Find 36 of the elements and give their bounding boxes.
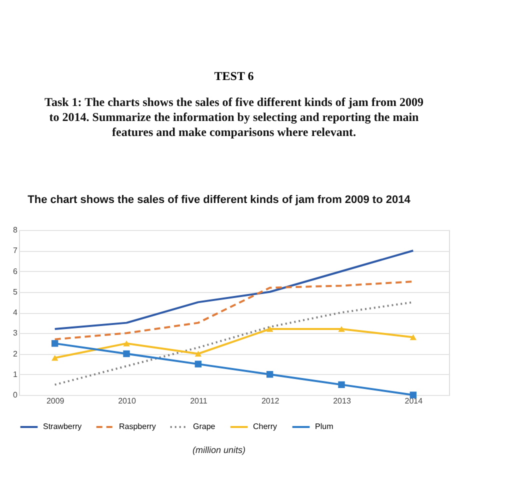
y-tick-label: 3 [13, 328, 18, 338]
point [123, 340, 130, 346]
y-tick-label: 0 [13, 390, 18, 400]
y-tick-label: 2 [13, 349, 18, 358]
x-tick-label: 2014 [404, 396, 424, 406]
point [338, 326, 345, 332]
legend-label: Cherry [253, 422, 278, 431]
x-tick-label: 2013 [333, 396, 352, 406]
text: (million units) [192, 445, 246, 455]
point [123, 350, 130, 358]
point [410, 334, 417, 340]
legend-label: Raspberry [119, 422, 156, 431]
point [266, 326, 274, 332]
point [51, 340, 58, 347]
x-tick-label: 2010 [118, 396, 136, 406]
legend-label: Plum [315, 422, 334, 431]
x-tick-label: 2012 [261, 396, 280, 406]
point [51, 354, 58, 361]
x-tick-label: 2009 [46, 396, 65, 406]
legend-label: Grape [193, 422, 216, 431]
point [338, 381, 345, 388]
legend-label: Strawberry [43, 422, 82, 431]
y-tick-label: 1 [13, 370, 18, 379]
y-tick-label: 8 [13, 226, 18, 234]
point [194, 350, 202, 357]
line-series [54, 250, 414, 330]
text: The chart shows the sales of five different kinds of jam from 2009 to 2014 [28, 194, 412, 206]
y-tick-label: 4 [13, 308, 18, 317]
chart-title: TEST 6 [214, 69, 254, 83]
point [266, 371, 274, 378]
y-tick-label: 6 [13, 266, 18, 276]
y-tick-label: 5 [13, 287, 18, 296]
x-tick-label: 2011 [190, 396, 208, 406]
point [194, 360, 202, 368]
chart-subtitle: Task 1: The charts shows the sales of five different kinds of jam from 2009 to 2014. Summarize the information by selecting and reporting the main features and make comparisons where relevant. [44, 95, 424, 139]
y-tick-label: 7 [13, 246, 18, 256]
